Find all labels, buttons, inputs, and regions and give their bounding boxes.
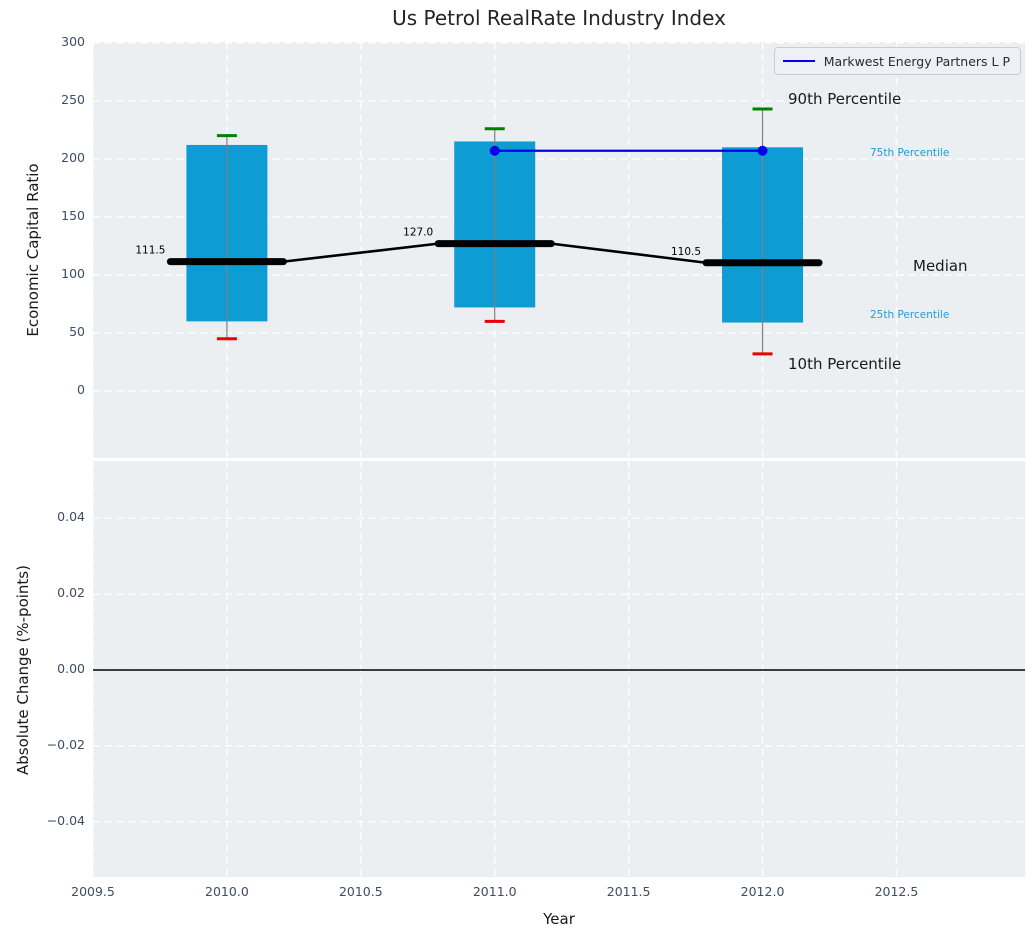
x-tick-2010.0: 2010.0 [205, 884, 249, 899]
legend: Markwest Energy Partners L P [773, 47, 1021, 75]
median-value-label-2012: 110.5 [671, 246, 701, 258]
bottom-plot-area [93, 461, 1025, 877]
annotation-25th-percentile: 25th Percentile [870, 309, 950, 321]
top-plot-area: 111.5 127.0 110.5 Markwest Energy Partners… [93, 42, 1025, 458]
bottom-y-tick-−0.02: −0.02 [46, 736, 85, 752]
company-marker-2011 [489, 145, 500, 156]
chart-title: Us Petrol RealRate Industry Index [392, 6, 726, 30]
top-y-tick-200: 200 [61, 149, 85, 165]
annotation-10th-percentile: 10th Percentile [788, 355, 902, 373]
median-connector [283, 242, 439, 263]
annotation-75th-percentile: 75th Percentile [870, 147, 950, 159]
median-value-label-2010: 111.5 [135, 245, 165, 257]
x-tick-2010.5: 2010.5 [338, 884, 383, 899]
annotation-90th-percentile: 90th Percentile [788, 90, 902, 108]
top-y-tick-250: 250 [61, 91, 85, 107]
legend-label: Markwest Energy Partners L P [823, 53, 1010, 69]
bottom-plot-canvas [93, 461, 1025, 877]
median-connector [551, 242, 707, 265]
top-y-tick-0: 0 [77, 382, 85, 398]
median-value-label-2011: 127.0 [403, 227, 433, 239]
x-tick-2009.5: 2009.5 [71, 884, 115, 899]
top-y-tick-50: 50 [69, 323, 85, 339]
bottom-y-tick-0.02: 0.02 [57, 585, 85, 601]
legend-line-sample [782, 60, 815, 62]
x-tick-2011.5: 2011.5 [606, 884, 651, 899]
top-plot-canvas: 111.5 127.0 110.5 [93, 42, 1025, 458]
bottom-y-tick-−0.04: −0.04 [46, 812, 85, 828]
company-marker-2012 [757, 145, 768, 156]
x-tick-2012.5: 2012.5 [874, 884, 919, 899]
top-y-tick-300: 300 [61, 33, 85, 49]
x-tick-2011.0: 2011.0 [472, 884, 517, 899]
top-y-axis-label: Economic Capital Ratio [24, 163, 42, 337]
bottom-y-tick-0.04: 0.04 [57, 509, 85, 525]
top-y-tick-100: 100 [61, 265, 85, 281]
x-tick-2012.0: 2012.0 [740, 884, 785, 899]
x-axis-label: Year [543, 910, 575, 928]
bottom-y-tick-0.00: 0.00 [57, 660, 85, 676]
top-y-tick-150: 150 [61, 207, 85, 223]
annotation-median: Median [913, 257, 968, 275]
